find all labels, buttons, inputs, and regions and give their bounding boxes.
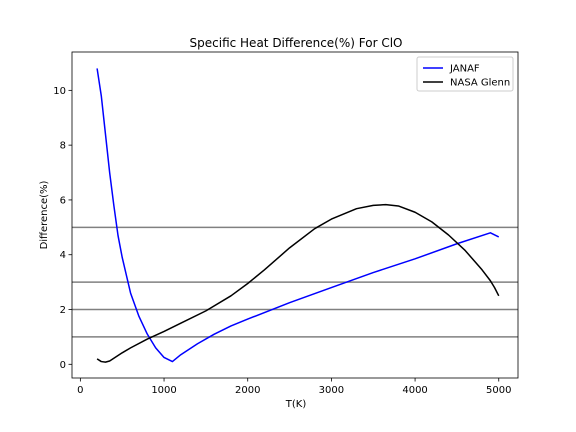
- x-tick-label: 1000: [151, 385, 176, 396]
- y-tick-label: 10: [53, 86, 66, 97]
- y-tick-label: 0: [60, 360, 66, 371]
- y-tick-label: 2: [60, 305, 66, 316]
- plot-area: 0 1000 2000 3000 4000 5000 0 2 4 6 8 10: [53, 51, 519, 396]
- y-tick-label: 6: [60, 195, 66, 206]
- y-tick-label: 4: [60, 250, 66, 261]
- x-tick-label: 5000: [486, 385, 511, 396]
- x-tick-label: 4000: [402, 385, 427, 396]
- series-line: [96, 68, 500, 363]
- series-line: [96, 203, 500, 363]
- x-axis-label: T(K): [285, 399, 307, 410]
- legend-label: NASA Glenn: [450, 78, 510, 89]
- plot-frame: [71, 51, 519, 379]
- legend: JANAF NASA Glenn: [416, 56, 514, 92]
- x-tick-label: 0: [77, 385, 83, 396]
- legend-label: JANAF: [449, 64, 480, 75]
- chart-title: Specific Heat Difference(%) For ClO: [190, 36, 403, 50]
- y-tick-label: 8: [60, 141, 66, 152]
- x-tick-label: 3000: [319, 385, 344, 396]
- y-axis-label: Difference(%): [39, 180, 50, 249]
- x-tick-label: 2000: [235, 385, 260, 396]
